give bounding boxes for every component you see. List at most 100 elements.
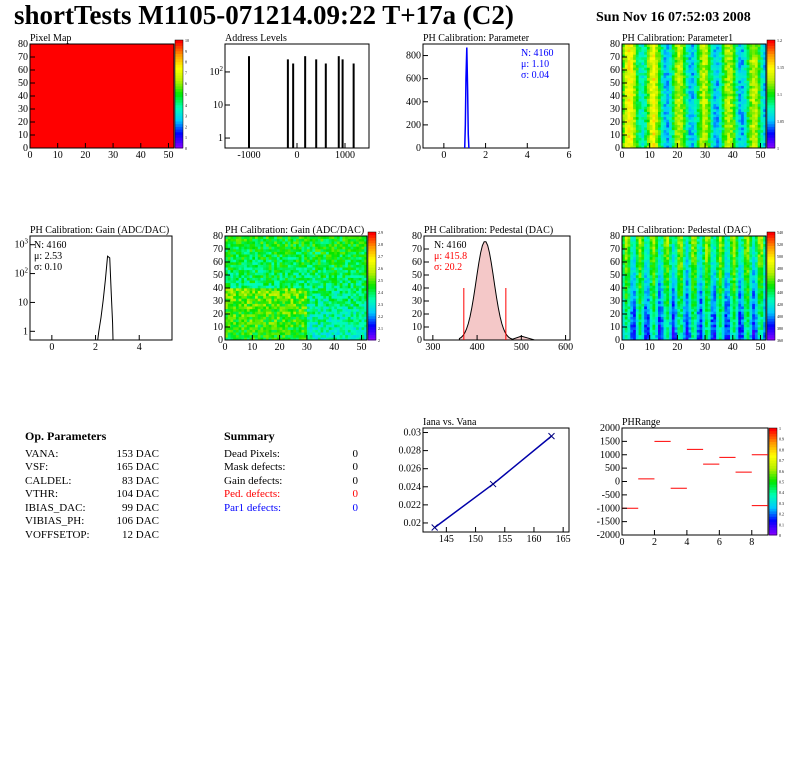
heatmap-cell bbox=[309, 254, 313, 258]
heatmap-cell bbox=[298, 282, 302, 286]
heatmap-cell bbox=[257, 316, 261, 320]
heatmap-cell bbox=[721, 44, 725, 47]
heatmap-cell bbox=[290, 236, 294, 239]
heatmap-cell bbox=[235, 275, 239, 278]
heatmap-cell bbox=[641, 142, 645, 146]
heatmap-cell bbox=[721, 83, 725, 86]
heatmap-cell bbox=[361, 293, 365, 297]
heatmap-cell bbox=[274, 282, 278, 286]
heatmap-cell bbox=[743, 145, 747, 149]
heatmap-cell bbox=[326, 259, 330, 263]
heatmap-cell bbox=[760, 57, 764, 60]
heatmap-cell bbox=[660, 132, 664, 136]
z-tick-label: 7 bbox=[185, 70, 187, 75]
heatmap-cell bbox=[304, 285, 308, 289]
heatmap-cell bbox=[290, 324, 294, 328]
heatmap-cell bbox=[361, 254, 365, 258]
heatmap-cell bbox=[633, 145, 637, 149]
heatmap-cell bbox=[227, 259, 231, 263]
heatmap-cell bbox=[298, 314, 302, 317]
heatmap-cell bbox=[328, 306, 332, 310]
heatmap-cell bbox=[646, 132, 650, 136]
heatmap-cell bbox=[323, 275, 327, 278]
heatmap-cell bbox=[682, 88, 686, 92]
heatmap-cell bbox=[669, 72, 673, 76]
heatmap-cell bbox=[358, 311, 362, 315]
z-scale-cell bbox=[368, 248, 376, 252]
heatmap-cell bbox=[296, 264, 300, 268]
heatmap-cell bbox=[241, 241, 245, 245]
heatmap-cell bbox=[754, 46, 758, 50]
heatmap-cell bbox=[633, 264, 637, 268]
heatmap-cell bbox=[688, 140, 692, 144]
heatmap-cell bbox=[735, 88, 739, 92]
heatmap-cell bbox=[646, 142, 650, 146]
heatmap-cell bbox=[364, 264, 368, 268]
heatmap-cell bbox=[658, 75, 662, 79]
z-scale-cell bbox=[175, 56, 183, 60]
heatmap-cell bbox=[638, 70, 642, 73]
heatmap-cell bbox=[691, 137, 695, 141]
heatmap-cell bbox=[635, 67, 639, 71]
heatmap-cell bbox=[635, 62, 639, 66]
heatmap-cell bbox=[666, 75, 670, 79]
heatmap-cell bbox=[746, 142, 750, 146]
heatmap-cell bbox=[331, 337, 335, 341]
heatmap-cell bbox=[627, 277, 631, 281]
heatmap-cell bbox=[735, 77, 739, 81]
heatmap-cell bbox=[633, 246, 637, 250]
heatmap-cell bbox=[655, 275, 659, 278]
heatmap-cell bbox=[635, 103, 639, 107]
heatmap-cell bbox=[696, 145, 700, 149]
heatmap-cell bbox=[677, 122, 681, 125]
heatmap-cell bbox=[757, 46, 761, 50]
heatmap-cell bbox=[641, 259, 645, 263]
heatmap-cell bbox=[249, 306, 253, 310]
heatmap-cell bbox=[304, 282, 308, 286]
heatmap-cell bbox=[255, 264, 259, 268]
heatmap-cell bbox=[669, 67, 673, 71]
heatmap-cell bbox=[630, 140, 634, 144]
heatmap-cell bbox=[263, 316, 267, 320]
heatmap-cell bbox=[274, 275, 278, 278]
heatmap-cell bbox=[713, 127, 717, 131]
heatmap-cell bbox=[716, 137, 720, 141]
heatmap-cell bbox=[732, 80, 736, 84]
heatmap-cell bbox=[633, 275, 637, 278]
heatmap-cell bbox=[285, 254, 289, 258]
heatmap-cell bbox=[230, 243, 234, 247]
heatmap-cell bbox=[304, 316, 308, 320]
heatmap-cell bbox=[644, 314, 648, 317]
heatmap-cell bbox=[227, 254, 231, 258]
heatmap-cell bbox=[235, 306, 239, 310]
heatmap-cell bbox=[666, 70, 670, 73]
heatmap-cell bbox=[276, 306, 280, 310]
heatmap-cell bbox=[301, 269, 305, 273]
heatmap-cell bbox=[364, 269, 368, 273]
heatmap-cell bbox=[635, 83, 639, 86]
heatmap-cell bbox=[746, 111, 750, 115]
heatmap-cell bbox=[274, 298, 278, 302]
heatmap-cell bbox=[646, 111, 650, 115]
heatmap-cell bbox=[763, 44, 767, 47]
heatmap-cell bbox=[652, 262, 656, 265]
heatmap-cell bbox=[353, 280, 357, 284]
heatmap-cell bbox=[296, 275, 300, 278]
heatmap-cell bbox=[290, 321, 294, 325]
heatmap-cell bbox=[646, 311, 650, 315]
heatmap-cell bbox=[227, 314, 231, 317]
heatmap-cell bbox=[233, 277, 237, 281]
z-tick-label: 1.05 bbox=[777, 119, 784, 124]
heatmap-cell bbox=[235, 254, 239, 258]
heatmap-cell bbox=[658, 83, 662, 86]
heatmap-cell bbox=[230, 324, 234, 328]
heatmap-cell bbox=[644, 96, 648, 99]
heatmap-cell bbox=[633, 243, 637, 247]
heatmap-cell bbox=[334, 251, 338, 255]
heatmap-cell bbox=[271, 236, 275, 239]
heatmap-cell bbox=[666, 83, 670, 86]
heatmap-cell bbox=[638, 298, 642, 302]
heatmap-cell bbox=[699, 106, 703, 110]
heatmap-cell bbox=[638, 264, 642, 268]
heatmap-cell bbox=[230, 301, 234, 304]
